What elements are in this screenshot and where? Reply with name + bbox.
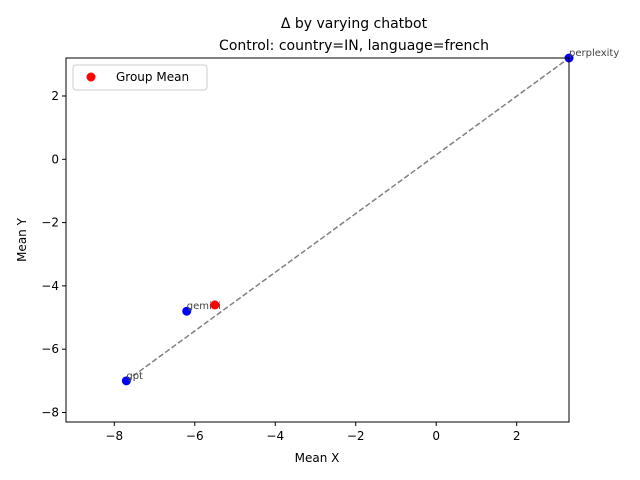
point-label-gemini: gemini — [187, 301, 221, 312]
x-tick-label: −8 — [105, 429, 123, 443]
x-tick-label: −4 — [266, 429, 284, 443]
x-tick-label: −2 — [347, 429, 365, 443]
y-tick-label: −4 — [41, 279, 59, 293]
trend-line — [125, 57, 570, 382]
data-point-gpt — [121, 376, 131, 386]
legend-box — [72, 64, 208, 91]
y-tick-label: 2 — [51, 89, 59, 103]
x-tick-label: 2 — [513, 429, 521, 443]
group-mean-point — [210, 300, 220, 310]
chart-title-line1: Δ by varying chatbot — [281, 16, 428, 32]
y-axis-label: Mean Y — [15, 217, 29, 262]
y-tick-label: −8 — [41, 406, 59, 420]
legend: Group Mean — [72, 64, 208, 91]
y-tick-label: −6 — [41, 342, 59, 356]
y-tick-label: −2 — [41, 216, 59, 230]
data-point-gemini — [182, 306, 192, 316]
chart-title-line2: Control: country=IN, language=french — [219, 38, 489, 54]
x-tick-label: 0 — [432, 429, 440, 443]
y-tick-label: 0 — [51, 152, 59, 166]
x-tick-label: −6 — [186, 429, 204, 443]
legend-marker-group-mean — [86, 72, 96, 82]
point-label-perplexity: perplexity — [569, 48, 619, 59]
legend-label-group-mean: Group Mean — [116, 70, 189, 84]
point-label-gpt: gpt — [126, 371, 143, 382]
plot-area: −8 −6 −4 −2 0 2 −8 −6 −4 −2 0 2 gpt gemini perplexity — [41, 48, 619, 443]
x-axis-label: Mean X — [295, 451, 340, 465]
plot-frame — [65, 57, 570, 423]
